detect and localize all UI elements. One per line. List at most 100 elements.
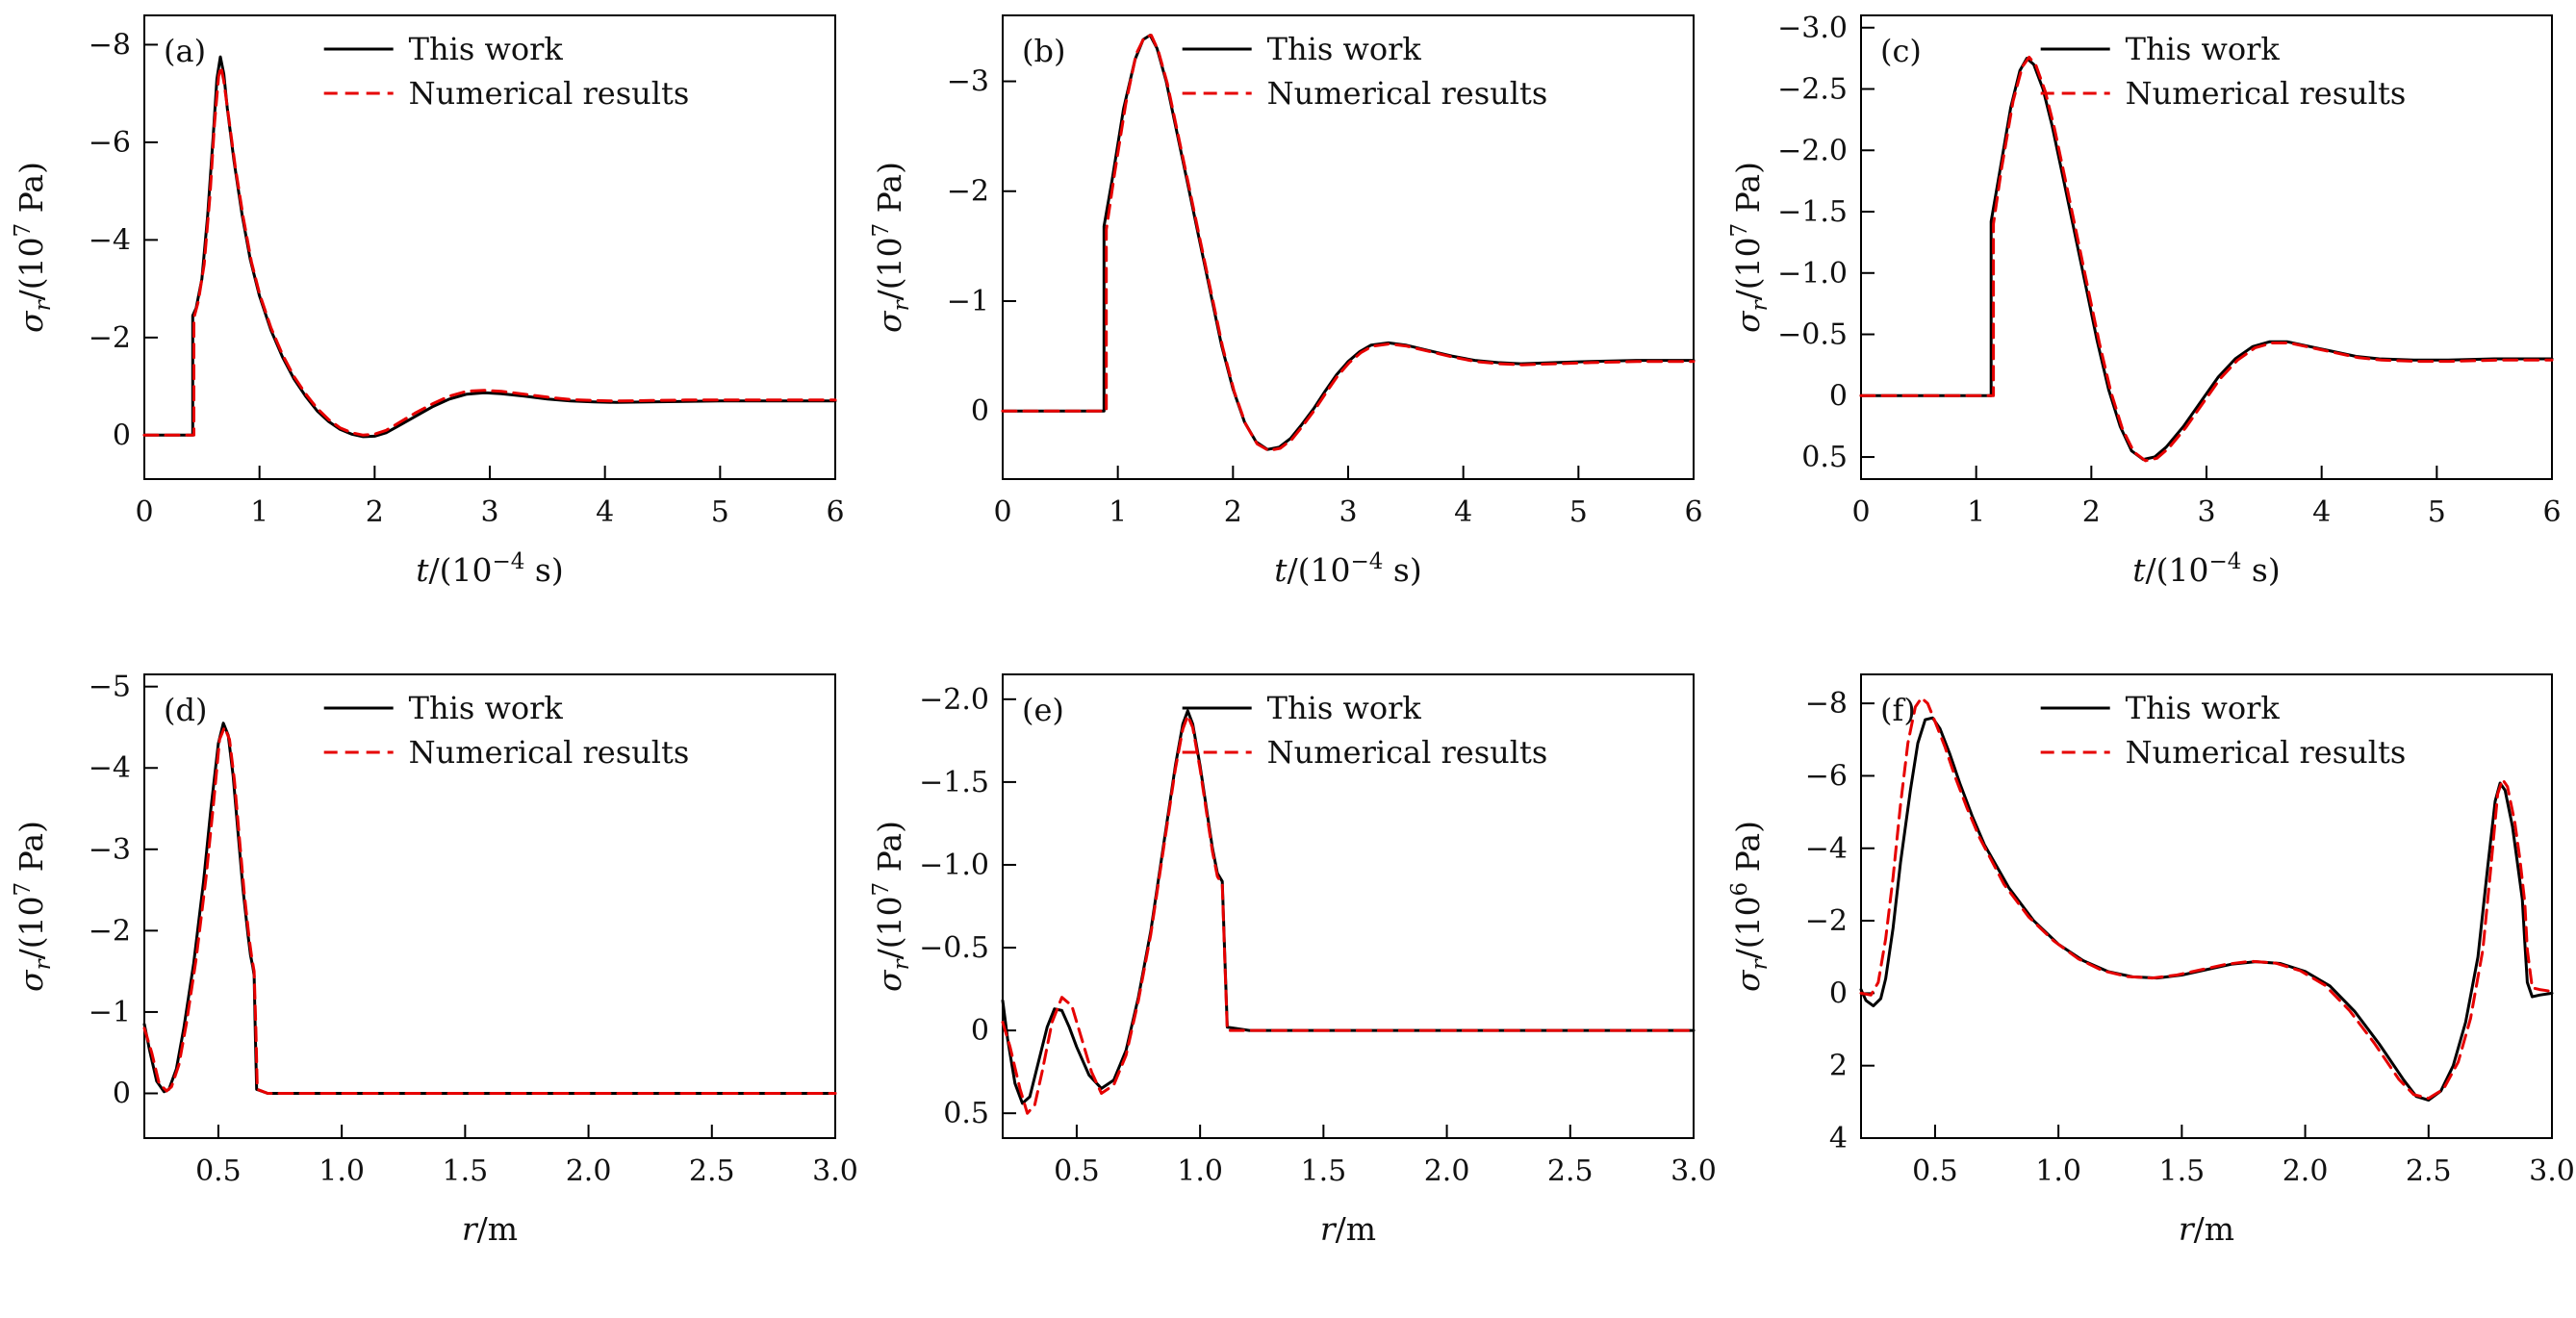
axes-box <box>143 673 836 1139</box>
y-tick-label: −1 <box>89 996 131 1029</box>
x-tick-label: 3 <box>2197 495 2215 529</box>
panel-label: (d) <box>164 692 207 728</box>
y-tick-label: −1 <box>947 285 989 318</box>
legend-label-numerical: Numerical results <box>409 734 690 771</box>
y-tick-label: −2 <box>947 175 989 209</box>
y-tick-label: −0.5 <box>919 931 989 965</box>
x-tick-label: 2.0 <box>1424 1154 1470 1188</box>
x-axis-label: t/(10−4 s) <box>2132 549 2280 589</box>
x-tick-label: 3.0 <box>2529 1154 2575 1188</box>
chart-panel-b: −3 −2 −1 0 0 1 2 3 4 5 6 This work Numerical results… <box>858 0 1717 659</box>
y-tick-label: 0.5 <box>1801 441 1848 474</box>
x-tick-label: 0 <box>993 495 1011 529</box>
x-tick-label: 6 <box>1684 495 1702 529</box>
legend-label-numerical: Numerical results <box>2126 734 2407 771</box>
axes-box <box>1002 673 1695 1139</box>
legend-label-numerical: Numerical results <box>2126 75 2407 112</box>
y-tick-label: −2.0 <box>919 683 989 717</box>
y-tick-label: −2 <box>1805 904 1848 938</box>
x-tick-label: 6 <box>2542 495 2561 529</box>
y-tick-label: 4 <box>1829 1122 1848 1155</box>
x-tick-label: 4 <box>1454 495 1472 529</box>
y-tick-label: −1.0 <box>919 849 989 882</box>
y-axis-label: σr/(107 Pa) <box>869 821 914 992</box>
y-tick-label: −2 <box>89 914 131 948</box>
x-tick-label: 1.0 <box>319 1154 365 1188</box>
y-axis-label: σr/(107 Pa) <box>11 162 56 333</box>
chart-panel-d: −5 −4 −3 −2 −1 0 0.5 1.0 1.5 2.0 2.5 3.0 This work Nu… <box>0 659 858 1318</box>
y-tick-label: −3.0 <box>1777 12 1848 45</box>
legend-label-numerical: Numerical results <box>1267 75 1548 112</box>
chart-svg-d: −5 −4 −3 −2 −1 0 0.5 1.0 1.5 2.0 2.5 3.0 This work Nu… <box>11 671 858 1248</box>
chart-panel-c: −3.0 −2.5 −2.0 −1.5 −1.0 −0.5 0 0.5 0 1 2 3 4 5 6 This … <box>1717 0 2575 659</box>
x-tick-label: 1 <box>1967 495 1985 529</box>
legend-label-this-work: This work <box>409 690 564 726</box>
series-this-work <box>1859 57 2554 462</box>
panel-label: (c) <box>1880 33 1922 69</box>
x-tick-label: 1.5 <box>1300 1154 1346 1188</box>
x-tick-label: 2.0 <box>2283 1154 2329 1188</box>
chart-svg-b: −3 −2 −1 0 0 1 2 3 4 5 6 This work Numerical results… <box>869 14 1703 589</box>
x-tick-label: 0.5 <box>195 1154 242 1188</box>
x-tick-label: 6 <box>826 495 844 529</box>
x-tick-label: 4 <box>596 495 614 529</box>
series-numerical <box>142 64 837 437</box>
y-tick-label: 0 <box>113 418 131 452</box>
y-tick-label: −4 <box>89 223 131 257</box>
x-tick-label: 3.0 <box>1671 1154 1717 1188</box>
x-tick-label: 4 <box>2312 495 2331 529</box>
series-this-work <box>142 722 837 1095</box>
chart-svg-e: −2.0 −1.5 −1.0 −0.5 0 0.5 0.5 1.0 1.5 2.0 2.5 3.0 Th… <box>869 673 1717 1248</box>
x-tick-label: 3 <box>480 495 498 529</box>
y-tick-label: 0.5 <box>943 1097 989 1130</box>
y-tick-label: 0 <box>1829 976 1848 1010</box>
chart-panel-a: −8 −6 −4 −2 0 0 1 2 3 4 5 6 This work Numerical resul… <box>0 0 858 659</box>
y-tick-label: 0 <box>971 1014 989 1048</box>
x-tick-label: 0.5 <box>1054 1154 1100 1188</box>
y-tick-label: −3 <box>947 65 989 99</box>
legend-label-this-work: This work <box>409 31 564 67</box>
x-axis-label: r/m <box>462 1210 518 1248</box>
chart-panel-f: −8 −6 −4 −2 0 2 4 0.5 1.0 1.5 2.0 2.5 3.0 This work Nu… <box>1717 659 2575 1318</box>
y-tick-label: 2 <box>1829 1050 1848 1083</box>
series-numerical <box>1001 714 1696 1115</box>
x-tick-label: 2.5 <box>2406 1154 2452 1188</box>
y-axis-label: σr/(107 Pa) <box>1727 162 1773 333</box>
x-tick-label: 0 <box>1851 495 1870 529</box>
legend-label-this-work: This work <box>1267 31 1422 67</box>
y-tick-label: −3 <box>89 833 131 867</box>
x-tick-label: 2.0 <box>566 1154 612 1188</box>
y-tick-label: −8 <box>1805 687 1848 721</box>
y-tick-label: −8 <box>89 28 131 62</box>
legend-label-this-work: This work <box>2126 31 2281 67</box>
x-tick-label: 1.5 <box>442 1154 488 1188</box>
y-tick-label: −1.5 <box>919 766 989 799</box>
y-tick-label: 0 <box>1829 379 1848 413</box>
x-tick-label: 5 <box>1569 495 1588 529</box>
y-axis-label: σr/(107 Pa) <box>869 162 914 333</box>
x-tick-label: 0.5 <box>1912 1154 1958 1188</box>
panel-label: (b) <box>1022 33 1065 69</box>
axes-box <box>1860 673 2553 1139</box>
x-tick-label: 3 <box>1339 495 1357 529</box>
y-tick-label: −2.0 <box>1777 134 1848 167</box>
x-tick-label: 1.5 <box>2158 1154 2205 1188</box>
y-tick-label: −1.5 <box>1777 195 1848 229</box>
legend-label-numerical: Numerical results <box>409 75 690 112</box>
y-tick-label: −6 <box>89 126 131 160</box>
x-axis-label: t/(10−4 s) <box>1274 549 1421 589</box>
chart-svg-c: −3.0−2.5−2.0−1.5−1.0−0.500.50 1 2 3 4 5 6This … <box>1727 12 2562 589</box>
x-tick-label: 1 <box>1109 495 1127 529</box>
panel-label: (a) <box>164 33 206 69</box>
y-axis-label: σr/(107 Pa) <box>11 821 56 992</box>
x-axis-label: r/m <box>2179 1210 2234 1248</box>
x-tick-label: 3.0 <box>812 1154 858 1188</box>
x-tick-label: 2 <box>366 495 384 529</box>
y-tick-label: 0 <box>971 394 989 428</box>
y-tick-label: −4 <box>1805 832 1848 866</box>
series-numerical <box>1001 34 1696 452</box>
y-tick-label: −6 <box>1805 759 1848 793</box>
y-tick-label: −0.5 <box>1777 318 1848 352</box>
y-tick-label: −5 <box>89 671 131 704</box>
